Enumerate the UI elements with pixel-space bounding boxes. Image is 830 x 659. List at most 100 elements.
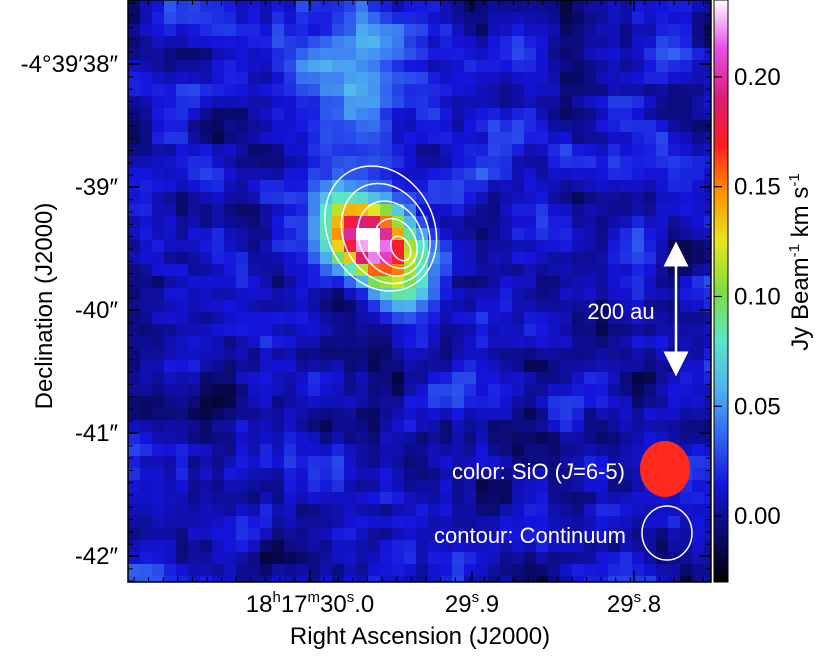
map-pixel bbox=[272, 480, 285, 493]
map-pixel bbox=[572, 552, 585, 565]
map-pixel bbox=[236, 396, 249, 409]
map-pixel bbox=[440, 36, 453, 49]
map-pixel bbox=[272, 396, 285, 409]
map-pixel bbox=[452, 204, 465, 217]
map-pixel bbox=[500, 12, 513, 25]
map-pixel bbox=[284, 504, 297, 517]
map-pixel bbox=[524, 228, 537, 241]
map-pixel bbox=[524, 396, 537, 409]
map-pixel bbox=[308, 360, 321, 373]
map-pixel bbox=[488, 120, 501, 133]
map-pixel bbox=[692, 12, 705, 25]
map-pixel bbox=[704, 252, 711, 265]
map-pixel bbox=[404, 300, 417, 313]
map-pixel bbox=[368, 216, 381, 229]
map-pixel bbox=[176, 432, 189, 445]
map-pixel bbox=[344, 312, 357, 325]
map-pixel bbox=[632, 552, 645, 565]
map-pixel bbox=[608, 384, 621, 397]
map-pixel bbox=[620, 264, 633, 277]
map-pixel bbox=[596, 12, 609, 25]
map-pixel bbox=[524, 336, 537, 349]
map-pixel bbox=[452, 312, 465, 325]
map-pixel bbox=[296, 348, 309, 361]
map-pixel bbox=[296, 228, 309, 241]
map-pixel bbox=[656, 276, 669, 289]
map-pixel bbox=[164, 108, 177, 121]
map-pixel bbox=[692, 84, 705, 97]
map-pixel bbox=[692, 516, 705, 529]
map-pixel bbox=[620, 96, 633, 109]
map-pixel bbox=[692, 528, 705, 541]
map-pixel bbox=[488, 192, 501, 205]
map-pixel bbox=[680, 288, 693, 301]
map-pixel bbox=[440, 492, 453, 505]
map-pixel bbox=[248, 384, 261, 397]
map-pixel bbox=[500, 120, 513, 133]
map-pixel bbox=[668, 60, 681, 73]
map-pixel bbox=[272, 24, 285, 37]
map-pixel bbox=[560, 288, 573, 301]
colorbar: 0.000.050.100.150.20 Jy Beam-1 km s-1 bbox=[713, 0, 814, 583]
map-pixel bbox=[320, 468, 333, 481]
map-pixel bbox=[632, 168, 645, 181]
map-pixel bbox=[428, 204, 441, 217]
map-pixel bbox=[584, 24, 597, 37]
map-pixel bbox=[188, 72, 201, 85]
map-pixel bbox=[692, 384, 705, 397]
map-pixel bbox=[524, 108, 537, 121]
map-pixel bbox=[656, 540, 669, 553]
map-pixel bbox=[140, 108, 153, 121]
y-axis-label: Declination (J2000) bbox=[31, 203, 58, 410]
map-pixel bbox=[548, 384, 561, 397]
map-pixel bbox=[404, 12, 417, 25]
map-pixel bbox=[620, 132, 633, 145]
map-pixel bbox=[164, 528, 177, 541]
map-pixel bbox=[512, 504, 525, 517]
map-pixel bbox=[476, 132, 489, 145]
map-pixel bbox=[284, 480, 297, 493]
map-pixel bbox=[620, 540, 633, 553]
map-pixel bbox=[620, 288, 633, 301]
map-pixel bbox=[464, 468, 477, 481]
map-pixel bbox=[428, 528, 441, 541]
map-pixel bbox=[128, 468, 141, 481]
map-pixel bbox=[356, 0, 369, 13]
map-pixel bbox=[380, 420, 393, 433]
map-pixel bbox=[284, 216, 297, 229]
legend-contour-text: contour: Continuum bbox=[434, 523, 626, 548]
map-pixel bbox=[512, 516, 525, 529]
map-pixel bbox=[200, 444, 213, 457]
map-pixel bbox=[572, 396, 585, 409]
map-pixel bbox=[620, 528, 633, 541]
map-pixel bbox=[548, 36, 561, 49]
map-pixel bbox=[572, 276, 585, 289]
map-pixel bbox=[488, 216, 501, 229]
map-pixel bbox=[560, 204, 573, 217]
map-pixel bbox=[332, 384, 345, 397]
map-pixel bbox=[188, 480, 201, 493]
map-pixel bbox=[644, 312, 657, 325]
map-pixel bbox=[200, 36, 213, 49]
map-pixel bbox=[272, 564, 285, 577]
map-pixel bbox=[512, 144, 525, 157]
map-pixel bbox=[644, 48, 657, 61]
map-pixel bbox=[152, 156, 165, 169]
map-pixel bbox=[392, 408, 405, 421]
map-pixel bbox=[212, 348, 225, 361]
map-pixel bbox=[308, 144, 321, 157]
map-pixel bbox=[584, 216, 597, 229]
map-pixel bbox=[164, 252, 177, 265]
map-pixel bbox=[668, 384, 681, 397]
map-pixel bbox=[152, 336, 165, 349]
map-pixel bbox=[344, 336, 357, 349]
map-pixel bbox=[260, 228, 273, 241]
map-pixel bbox=[584, 504, 597, 517]
map-pixel bbox=[488, 480, 501, 493]
map-pixel bbox=[224, 408, 237, 421]
map-pixel bbox=[668, 564, 681, 577]
map-pixel bbox=[632, 12, 645, 25]
map-pixel bbox=[644, 132, 657, 145]
map-pixel bbox=[200, 312, 213, 325]
map-pixel bbox=[608, 156, 621, 169]
